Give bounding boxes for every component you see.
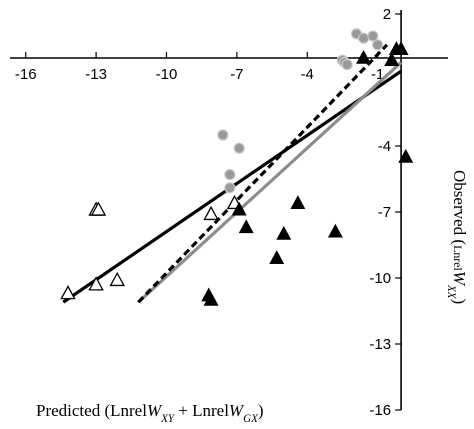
axis-title-part: Predicted (Lnrel xyxy=(36,401,147,420)
trend-line-solid-gray xyxy=(137,61,403,304)
axis-title-part: XX xyxy=(445,284,457,300)
data-points xyxy=(60,28,414,306)
filled-triangle-point xyxy=(231,201,247,216)
open-triangle-point xyxy=(203,205,219,221)
filled-triangle-point xyxy=(393,41,409,55)
y-tick-label: -4 xyxy=(378,138,391,155)
filled-triangle-point xyxy=(203,291,219,306)
open-triangle-point xyxy=(60,285,76,300)
gray-circle-point xyxy=(217,129,229,141)
gray-circle-point xyxy=(233,142,245,154)
filled-triangle-point xyxy=(398,148,414,163)
axis-title-part: Lnrel xyxy=(451,245,465,271)
y-tick-label: -10 xyxy=(369,270,391,287)
axis-title-part: W xyxy=(450,271,469,287)
axis-title-part: Observed ( xyxy=(450,170,469,245)
filled-triangle-point xyxy=(269,250,285,264)
trend-line-dashed-black xyxy=(137,43,389,304)
x-tick-label: -16 xyxy=(15,66,37,83)
y-tick-label: -13 xyxy=(369,336,391,353)
x-tick-label: -13 xyxy=(85,66,107,83)
axes: -16 -13 -10 -7 -4 -12-4-7-10-13-16 xyxy=(10,6,448,419)
gray-circle-point xyxy=(357,32,370,44)
open-triangle-point xyxy=(109,271,125,287)
x-tick-label: -10 xyxy=(156,66,178,83)
axis-title-part: W xyxy=(147,401,163,420)
y-tick-label: 2 xyxy=(383,6,391,23)
axis-title-part: W xyxy=(229,401,245,420)
gray-circle-point xyxy=(367,30,379,42)
filled-triangle-point xyxy=(276,225,292,240)
y-tick-label: -7 xyxy=(378,204,391,221)
gray-circle-point xyxy=(224,169,236,181)
axis-title-part: ) xyxy=(258,401,264,420)
x-tick-label: -4 xyxy=(301,66,314,83)
axis-title-part: + Lnrel xyxy=(174,401,229,420)
filled-triangle-point xyxy=(290,195,306,209)
open-triangle-point xyxy=(88,276,104,291)
y-tick-label: -16 xyxy=(369,402,391,419)
y-axis-title: Observed (LnrelWXX) xyxy=(445,170,469,304)
filled-triangle-point xyxy=(238,219,254,234)
gray-circle-point xyxy=(341,58,353,71)
x-tick-label: -7 xyxy=(230,66,243,83)
gray-circle-point xyxy=(224,182,236,194)
axis-title-part: GX xyxy=(243,413,259,425)
filled-triangle-point xyxy=(327,223,343,238)
open-triangle-point xyxy=(90,201,107,216)
axis-title-part: ) xyxy=(450,298,469,304)
x-axis-title: Predicted (LnrelWXY + LnrelWGX) xyxy=(36,401,264,425)
gray-circle-point xyxy=(372,39,384,51)
filled-triangle-point xyxy=(356,49,372,64)
axis-title-part: XY xyxy=(160,413,176,425)
filled-triangle-point xyxy=(384,52,400,66)
